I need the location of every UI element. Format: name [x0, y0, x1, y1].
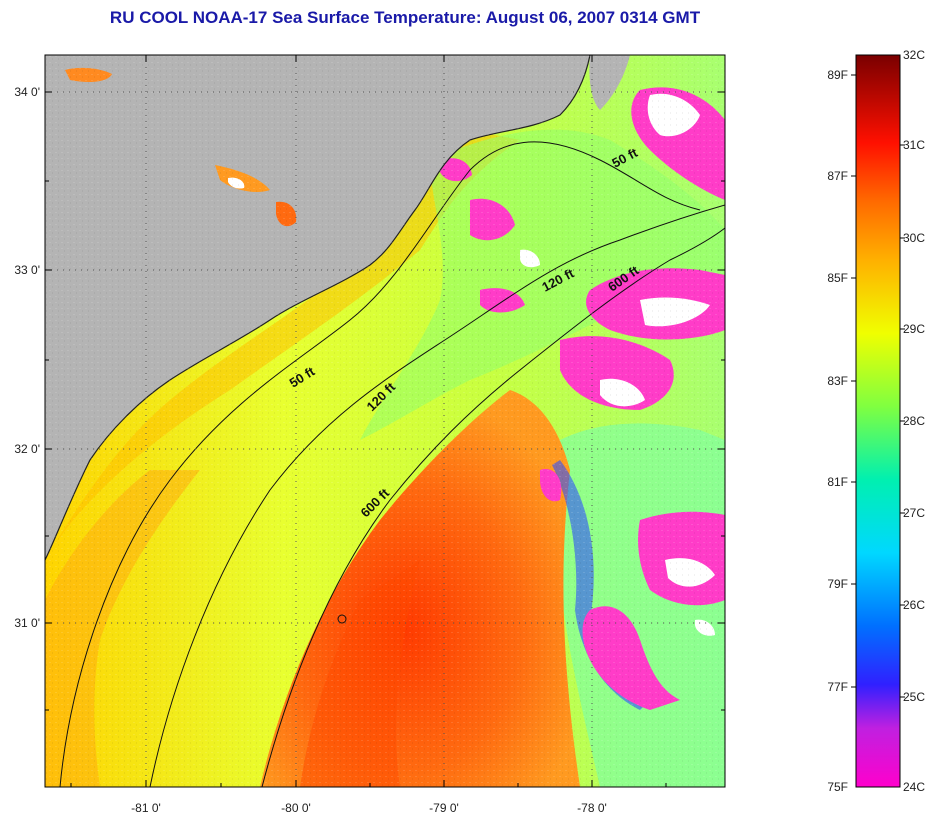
colorbar-c-28: 28C [903, 414, 925, 428]
colorbar-f-85: 85F [827, 271, 848, 285]
graticule [45, 55, 725, 787]
colorbar-c-29: 29C [903, 322, 925, 336]
colorbar-f-81: 81F [827, 475, 848, 489]
lon-label-78: -78 0' [577, 801, 607, 815]
colorbar-c-31: 31C [903, 138, 925, 152]
lon-label-79: -79 0' [429, 801, 459, 815]
lon-label-80: -80 0' [281, 801, 311, 815]
lat-ticks [45, 91, 725, 711]
colorbar: 32C 31C 30C 29C 28C 27C 26C 25C 24C 89F … [827, 48, 925, 794]
map-frame [44, 54, 726, 788]
lon-label-81: -81 0' [131, 801, 161, 815]
colorbar-gradient [855, 54, 901, 788]
lat-label-33: 33 0' [14, 263, 40, 277]
colorbar-f-89: 89F [827, 68, 848, 82]
colorbar-c-32: 32C [903, 48, 925, 62]
lon-ticks [70, 55, 667, 787]
colorbar-f-87: 87F [827, 169, 848, 183]
colorbar-c-25: 25C [903, 690, 925, 704]
lat-label-31: 31 0' [14, 616, 40, 630]
contour-50ft [59, 141, 701, 787]
colorbar-c-26: 26C [903, 598, 925, 612]
map-imagery [45, 55, 725, 787]
colorbar-c-24: 24C [903, 780, 925, 794]
contour-600ft [261, 227, 725, 787]
station-marker [337, 614, 347, 624]
lat-label-32: 32 0' [14, 442, 40, 456]
map-title: RU COOL NOAA-17 Sea Surface Temperature:… [109, 8, 701, 27]
colorbar-f-77: 77F [827, 680, 848, 694]
colorbar-f-79: 79F [827, 577, 848, 591]
colorbar-f-83: 83F [827, 374, 848, 388]
contour-120ft [149, 204, 725, 787]
colorbar-c-27: 27C [903, 506, 925, 520]
lat-label-34: 34 0' [14, 85, 40, 99]
colorbar-c-30: 30C [903, 231, 925, 245]
colorbar-f-75: 75F [827, 780, 848, 794]
